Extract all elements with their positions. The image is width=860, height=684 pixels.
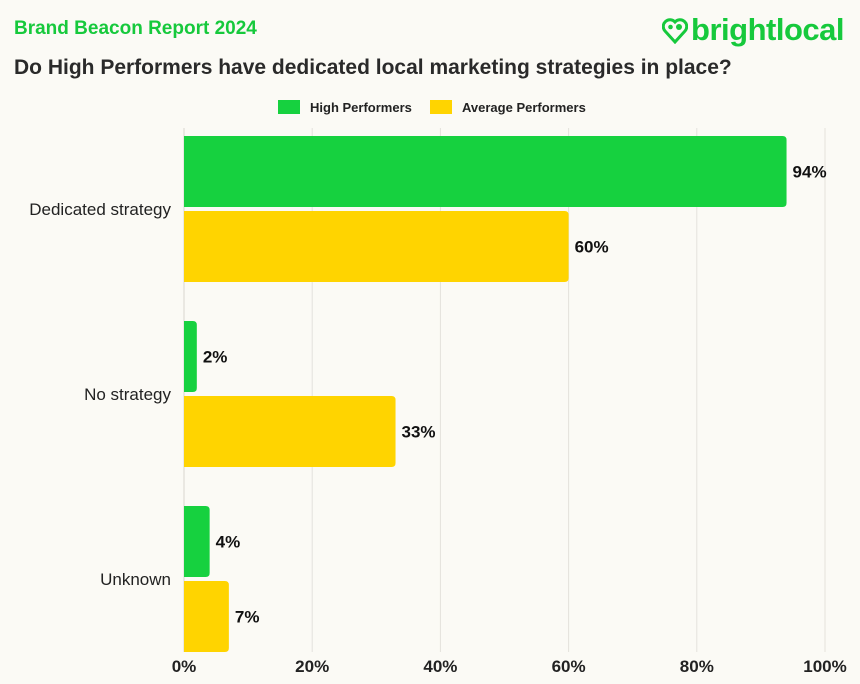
data-label: 60%	[575, 238, 609, 257]
bar-average-performers	[184, 581, 229, 652]
x-tick-label: 20%	[295, 657, 329, 676]
x-tick-label: 0%	[172, 657, 197, 676]
category-label: Dedicated strategy	[29, 200, 171, 219]
heart-pin-icon	[662, 18, 689, 44]
data-label: 4%	[216, 533, 241, 552]
data-label: 7%	[235, 608, 260, 627]
report-title: Brand Beacon Report 2024	[14, 18, 257, 39]
bar-high-performers	[184, 506, 210, 577]
chart-title: Do High Performers have dedicated local …	[14, 56, 732, 79]
legend-label: Average Performers	[462, 100, 586, 115]
legend-label: High Performers	[310, 100, 412, 115]
brightlocal-logo: brightlocal	[662, 12, 844, 48]
logo-text: brightlocal	[691, 12, 844, 47]
bar-high-performers	[184, 321, 197, 392]
data-label: 33%	[402, 423, 436, 442]
x-tick-label: 80%	[680, 657, 714, 676]
category-label: Unknown	[100, 570, 171, 589]
x-tick-label: 40%	[423, 657, 457, 676]
legend-swatch	[430, 100, 452, 114]
legend-swatch	[278, 100, 300, 114]
bar-average-performers	[184, 211, 569, 282]
bar-high-performers	[184, 136, 787, 207]
category-label: No strategy	[84, 385, 171, 404]
x-tick-label: 100%	[803, 657, 846, 676]
data-label: 2%	[203, 348, 228, 367]
x-tick-label: 60%	[552, 657, 586, 676]
data-label: 94%	[793, 163, 827, 182]
bar-average-performers	[184, 396, 396, 467]
